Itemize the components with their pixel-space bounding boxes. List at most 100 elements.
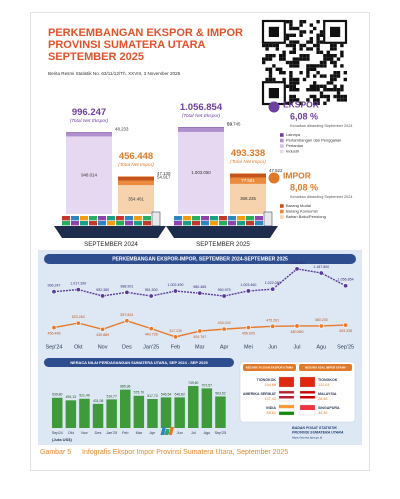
qr-cell [313, 88, 317, 92]
stack-segment [230, 183, 266, 214]
bar-value-label: 431,08 [93, 399, 103, 403]
stack-segment [230, 173, 266, 178]
qr-cell [292, 47, 296, 51]
qr-cell [340, 64, 344, 68]
legend-swatch [280, 204, 284, 208]
trend-value-label: 557.824 [120, 313, 133, 317]
qr-cell [313, 101, 317, 105]
trend-point [245, 288, 251, 294]
qr-cell [316, 40, 320, 44]
qr-finder [268, 26, 279, 37]
qr-cell [285, 60, 290, 65]
x-tick-label: Sep24 [52, 431, 63, 435]
qr-cell [306, 74, 310, 78]
x-tick-label: Des [122, 344, 132, 350]
segment-label: 53.745 [227, 122, 241, 127]
x-tick-label: Agu [203, 431, 210, 435]
flag-border [278, 376, 295, 388]
container [116, 216, 124, 221]
x-tick-label: Jul [293, 344, 300, 350]
qr-cell [316, 47, 320, 51]
qr-cell [313, 84, 317, 88]
qr-cell [323, 57, 327, 61]
qr-cell [279, 54, 283, 58]
trend-point [124, 318, 130, 324]
qr-cell [313, 67, 317, 71]
trend-value-label: 456.448 [48, 332, 61, 336]
partner-country: INDIA [266, 406, 276, 410]
trend-value-label: 493.338 [339, 329, 352, 333]
qr-cell [292, 94, 296, 99]
title-line: PROVINSI SUMATERA UTARA [48, 39, 206, 51]
x-tick-label: Jul [191, 431, 196, 435]
qr-cell [316, 84, 320, 88]
qr-cell [292, 77, 296, 82]
qr-cell [323, 94, 327, 99]
qr-cell [289, 94, 293, 99]
segment-label: 47.130 [157, 171, 171, 176]
qr-cell [292, 98, 296, 102]
x-tick-label: Sep'24 [46, 344, 63, 350]
trend-value-label: 980.465 [193, 285, 206, 289]
qr-cell [319, 50, 324, 54]
section-banner [44, 358, 234, 367]
container [219, 221, 227, 226]
container [228, 216, 236, 221]
caption-number: Gambar 5 [40, 449, 71, 456]
qr-cell [292, 60, 296, 65]
balance-bar [92, 403, 104, 428]
trend-point [270, 323, 276, 329]
trend-point [318, 323, 324, 329]
qr-cell [333, 77, 337, 82]
segment-label: 1.003.050 [191, 170, 211, 175]
qr-cell [333, 60, 337, 65]
qr-cell [302, 77, 307, 82]
flag [300, 396, 315, 399]
flag [279, 408, 294, 412]
bar-value-label: 510,77 [106, 394, 116, 398]
qr-cell [333, 84, 337, 88]
qr-cell [299, 20, 303, 24]
x-tick-label: Jun [268, 344, 277, 350]
qr-cell [316, 50, 320, 54]
qr-cell [296, 98, 300, 102]
stack-segment [178, 131, 224, 214]
container [183, 216, 191, 221]
qr-cell [268, 74, 273, 78]
trend-value-label: 951.500 [145, 288, 158, 292]
qr-cell [306, 64, 310, 68]
qr-cell [289, 101, 293, 105]
qr-cell [306, 54, 310, 58]
qr-cell [319, 60, 324, 65]
qr-cell [268, 67, 273, 71]
qr-cell [262, 43, 266, 48]
qr-cell [323, 54, 327, 58]
flag [279, 405, 294, 409]
trend-point [75, 287, 81, 293]
qr-cell [292, 50, 296, 54]
qr-cell [316, 71, 320, 75]
qr-cell [309, 30, 313, 34]
container [143, 216, 151, 221]
x-tick-label: Des [95, 431, 102, 435]
summary-change: 8,08 % [290, 182, 318, 192]
trend-value-label: 317.130 [169, 329, 182, 333]
page-border [30, 12, 370, 471]
qr-cell [333, 74, 337, 78]
qr-cell [272, 54, 276, 58]
trend-point [148, 326, 154, 332]
partner-country: SINGAPURA [318, 406, 340, 410]
qr-cell [282, 50, 286, 54]
bar-value-label: 563,52 [215, 391, 225, 395]
qr-cell [265, 43, 269, 48]
bar-value-label: 546,54 [161, 392, 171, 396]
legend-label: Barang Modal [286, 203, 311, 208]
qr-cell [289, 64, 293, 68]
qr-cell [330, 60, 334, 65]
container [80, 221, 88, 226]
x-tick-label: Apr [149, 431, 156, 435]
x-tick-label: Mar [136, 431, 143, 435]
qr-cell [296, 60, 300, 65]
trend-value-label: 1.230.450 [289, 261, 305, 265]
qr-cell [319, 91, 324, 95]
